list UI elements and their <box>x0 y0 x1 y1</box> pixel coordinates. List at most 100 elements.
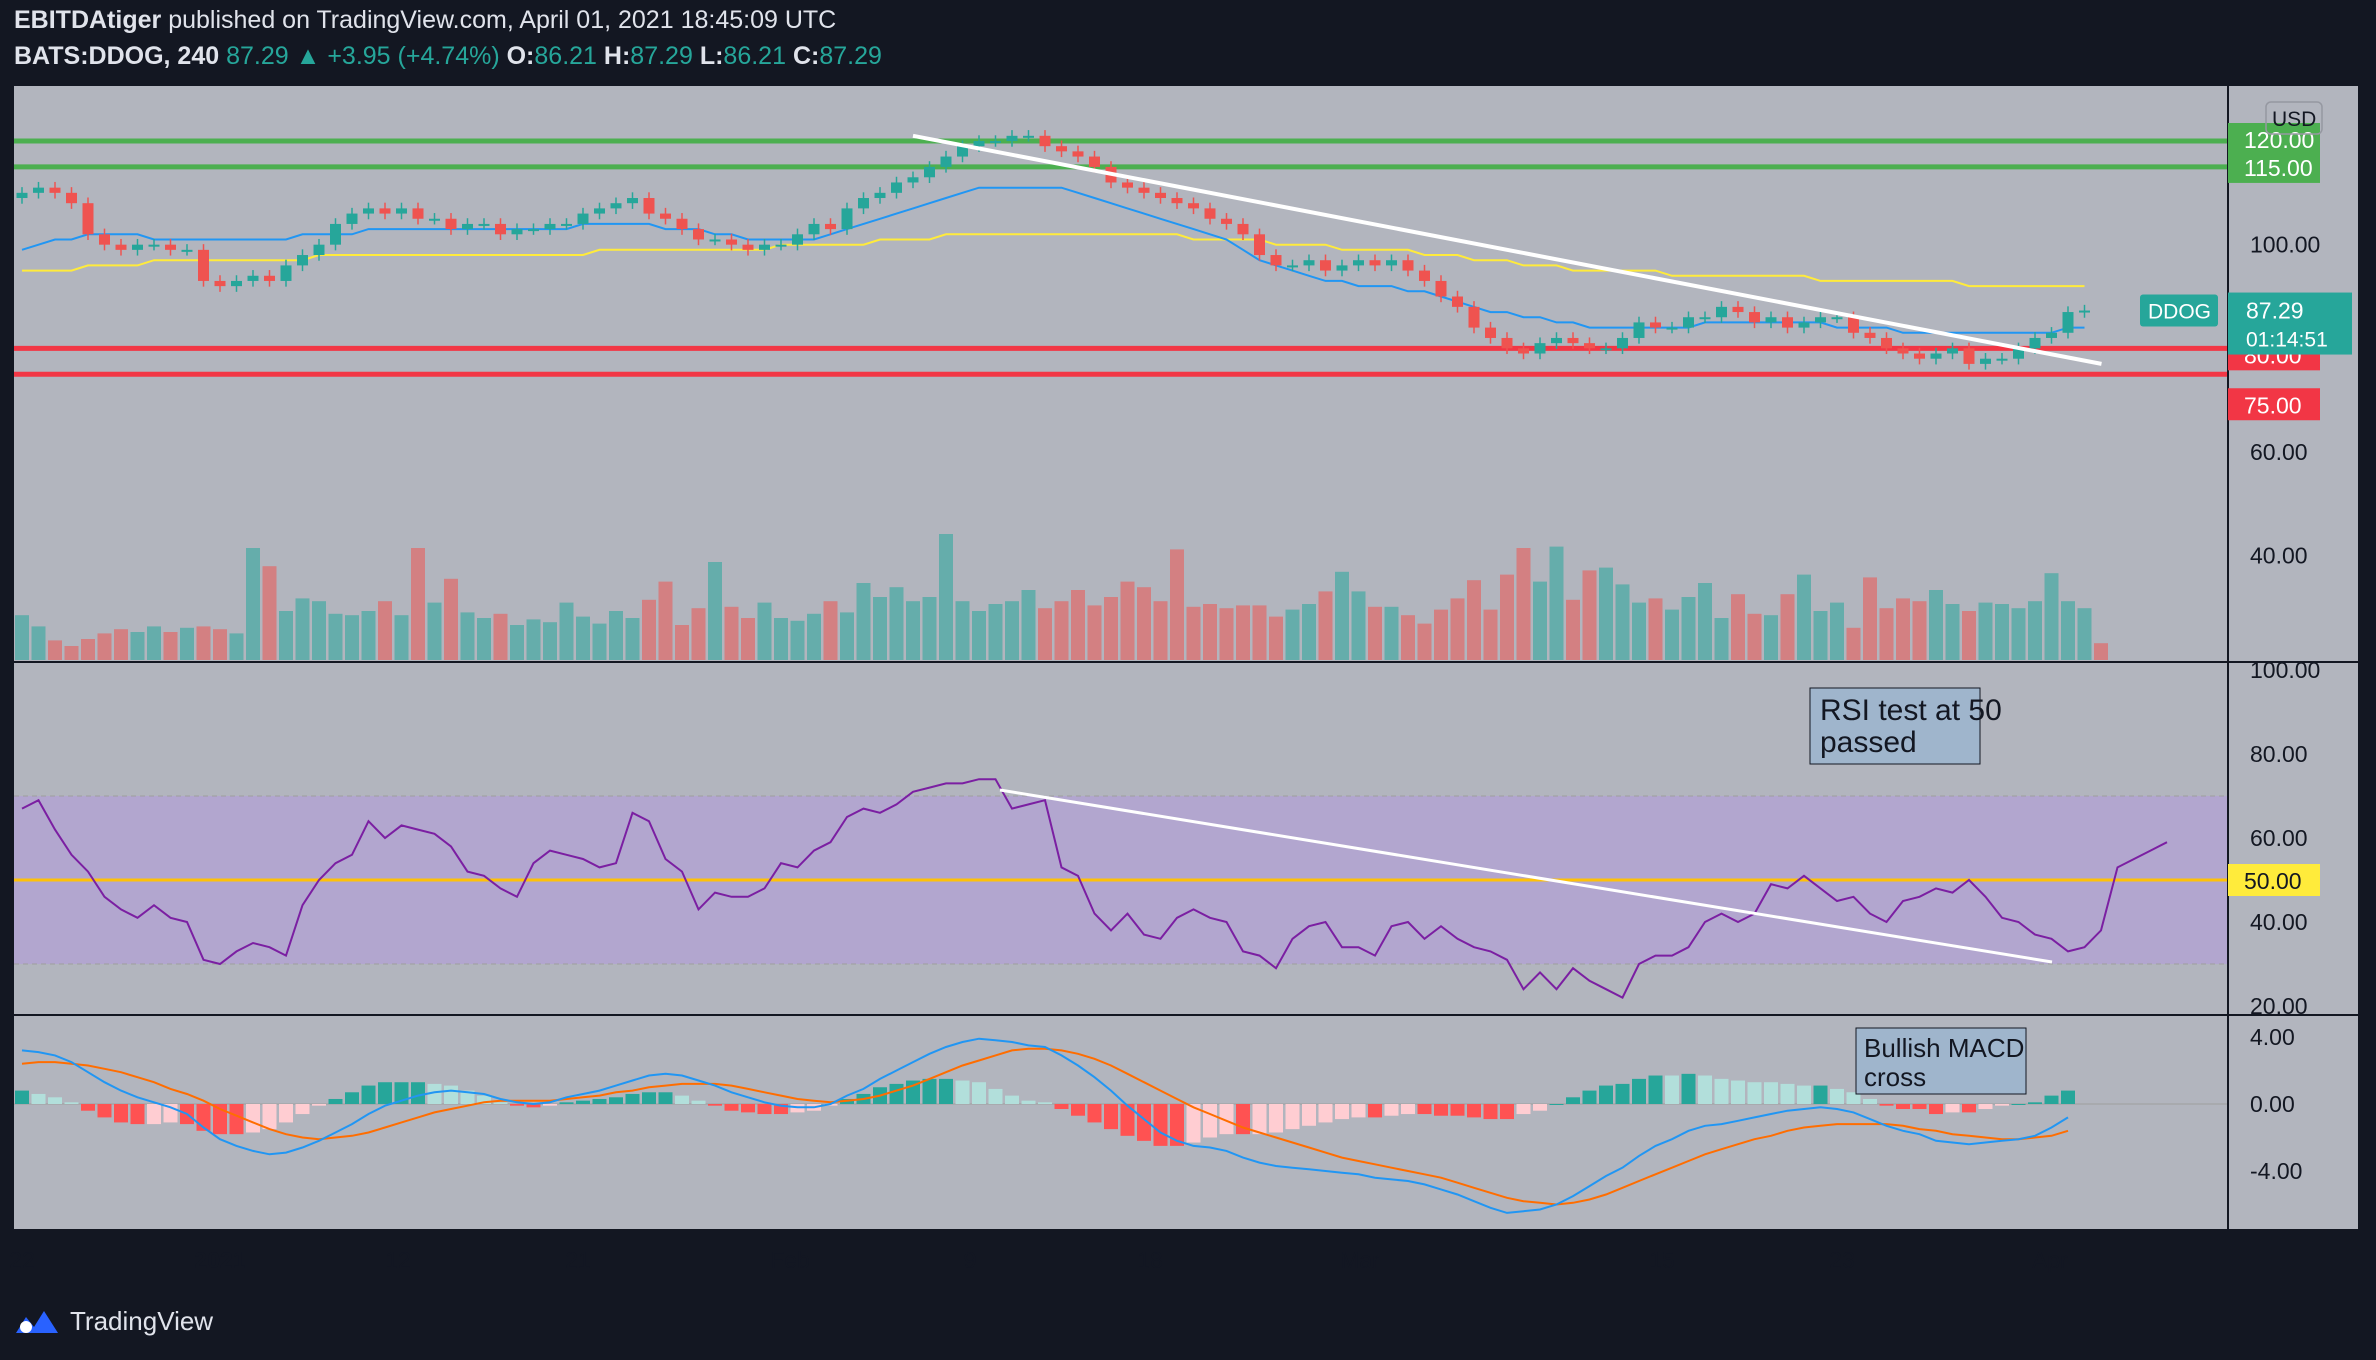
macd-note-box <box>1855 1027 2027 1095</box>
candle-body <box>1699 317 1711 320</box>
candle-body <box>2062 312 2074 333</box>
volume-bar <box>807 613 821 660</box>
time-tick-label: Apr <box>2032 1247 2068 1273</box>
volume-bar <box>1945 604 1960 660</box>
axes: 100.00 60.00 40.00 100.00 80.00 60.00 40.00 20.… <box>9 86 2358 1286</box>
volume-bar <box>1879 608 1894 660</box>
macd-pane <box>14 1037 2228 1214</box>
rsi-trendline <box>999 788 2053 964</box>
volume-bar <box>1995 604 2009 660</box>
volume-bar <box>823 601 838 660</box>
price-tag <box>2228 292 2352 355</box>
candle-body <box>709 239 721 242</box>
macd-histogram-bar <box>1797 1085 1811 1104</box>
volume-bar <box>625 618 640 660</box>
candle-body <box>1798 322 1810 328</box>
volume-bar <box>658 581 673 660</box>
rsi-tick-label: 80.00 <box>2250 741 2308 767</box>
volume-bar <box>757 602 772 660</box>
macd-histogram-bar <box>48 1097 62 1104</box>
macd-histogram-bar <box>444 1085 458 1104</box>
candle-body <box>759 244 770 250</box>
volume-bar <box>1978 602 1993 660</box>
price-tick-label: 60.00 <box>2250 439 2308 465</box>
candle-body <box>1254 234 1265 256</box>
volume-bar <box>1384 606 1399 660</box>
macd-histogram-bar <box>130 1104 145 1125</box>
candle-body <box>1221 218 1232 224</box>
candle-body <box>643 198 655 214</box>
high-value: 87.29 <box>630 42 693 70</box>
macd-histogram-bar <box>1830 1088 1844 1104</box>
macd-histogram-bar <box>1137 1104 1151 1141</box>
candle-body <box>1287 265 1298 268</box>
symbol-tag-label: DDOG <box>2148 301 2211 324</box>
candle-body <box>610 203 622 209</box>
volume-bar <box>15 615 29 660</box>
volume-bar <box>1335 571 1349 660</box>
macd-histogram-bar <box>1434 1104 1448 1116</box>
macd-histogram-bar <box>1962 1104 1976 1113</box>
volume-bar <box>1269 616 1283 660</box>
volume-bar <box>1731 594 1745 660</box>
macd-histogram-bar <box>295 1104 310 1115</box>
volume-bar <box>1896 598 1910 660</box>
macd-histogram-bar <box>708 1104 722 1106</box>
macd-histogram-bar <box>1401 1104 1415 1115</box>
rsi-tick-label: 20.00 <box>2250 993 2308 1019</box>
macd-histogram-bar <box>972 1082 986 1104</box>
time-tick-label: Feb <box>770 1247 810 1273</box>
volume-bar <box>180 627 194 660</box>
macd-histogram-bar <box>1516 1104 1531 1115</box>
macd-histogram-bar <box>2028 1102 2042 1104</box>
symbol-tag <box>2140 294 2218 327</box>
macd-histogram-bar <box>1483 1104 1498 1120</box>
volume-bar <box>526 619 541 660</box>
macd-histogram-bar <box>939 1078 953 1104</box>
macd-histogram-bar <box>345 1092 359 1104</box>
footer-brand[interactable]: TradingView <box>14 1306 213 1337</box>
volume-bar <box>1516 548 1531 660</box>
candle-body <box>1947 348 1958 354</box>
candle-body <box>1369 260 1381 266</box>
volume-bar <box>1450 598 1465 660</box>
candle-body <box>1452 296 1463 307</box>
candle-body <box>1089 156 1100 167</box>
volume-bar <box>856 583 871 660</box>
volume-bar <box>1434 609 1448 660</box>
macd-histogram-bar <box>246 1104 260 1133</box>
author-name[interactable]: EBITDAtiger <box>14 6 162 34</box>
macd-histogram-bar <box>1863 1098 1877 1104</box>
price-axis-panel <box>2228 86 2358 1230</box>
volume-bar <box>378 601 392 660</box>
macd-histogram-bar <box>1714 1078 1729 1104</box>
candle-body <box>1765 317 1777 323</box>
macd-histogram-bar <box>1681 1073 1696 1104</box>
macd-histogram-bar <box>955 1080 970 1104</box>
macd-histogram-bar <box>609 1097 623 1104</box>
candle-body <box>1716 306 1727 318</box>
rsi-note-line: passed <box>1820 726 1917 759</box>
volume-bar <box>1318 591 1333 660</box>
volume-bar <box>130 632 145 660</box>
rsi-note-line: RSI test at 50 <box>1820 694 2002 727</box>
rsi-line <box>21 778 2168 999</box>
macd-histogram-bar <box>477 1095 491 1104</box>
volume-bar <box>1665 609 1679 660</box>
candle-body <box>363 208 374 214</box>
low-value: 86.21 <box>723 42 786 70</box>
candle-body <box>676 218 688 230</box>
candle-body <box>1534 343 1546 354</box>
volume-bar <box>312 601 326 660</box>
volume-bar <box>1104 597 1118 660</box>
level-badge <box>2228 150 2320 183</box>
volume-bar <box>790 620 805 660</box>
time-tick-label: 2021 <box>194 1247 245 1273</box>
volume-bar <box>840 612 854 660</box>
volume-bar <box>1252 605 1267 660</box>
volume-bar <box>1797 574 1811 660</box>
volume-bar <box>477 618 491 660</box>
macd-histogram-bar <box>427 1083 442 1104</box>
candle-body <box>478 223 490 226</box>
